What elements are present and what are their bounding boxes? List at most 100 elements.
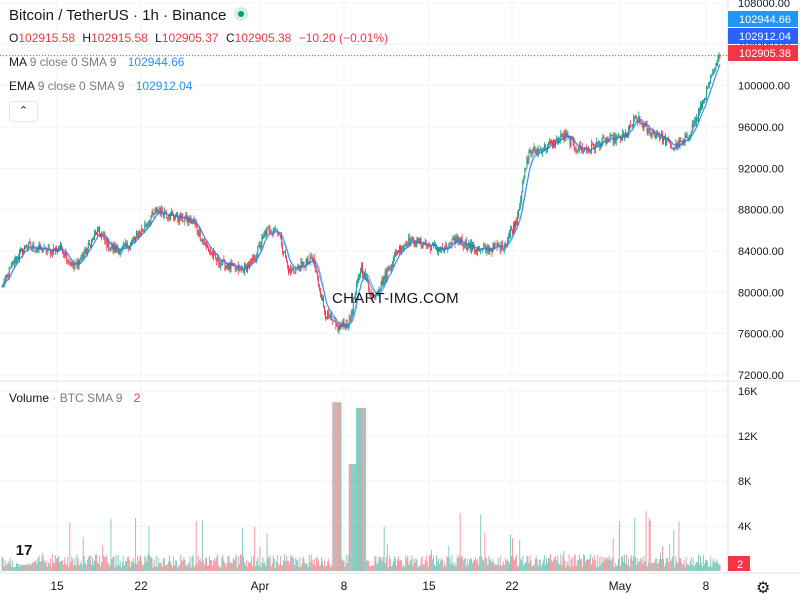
collapse-legend-button[interactable]: ⌃	[9, 101, 38, 122]
candle-body	[691, 124, 693, 133]
candle-body	[440, 249, 441, 251]
candle-body	[194, 223, 196, 224]
candle-body	[169, 217, 170, 219]
volume-bar	[543, 555, 545, 571]
candle-body	[128, 246, 130, 250]
volume-bar	[590, 554, 592, 571]
volume-bar	[85, 565, 87, 571]
chevron-up-icon: ⌃	[18, 105, 29, 117]
volume-bar	[479, 555, 481, 571]
volume-bar	[326, 565, 328, 571]
candle-body	[61, 244, 62, 249]
candle-body	[565, 133, 567, 138]
candle-body	[552, 140, 553, 147]
volume-bar	[194, 564, 196, 571]
candle-body	[56, 247, 57, 252]
candle-body	[81, 254, 83, 258]
volume-bar	[289, 563, 291, 571]
volume-bar	[516, 554, 518, 571]
candle-body	[144, 224, 146, 230]
candle-body	[380, 285, 382, 290]
volume-bar	[706, 560, 708, 571]
ema-legend[interactable]: EMA 9 close 0 SMA 9 102912.04	[9, 79, 192, 93]
volume-bar	[327, 561, 329, 571]
volume-bar	[664, 566, 666, 571]
volume-bar	[40, 561, 42, 571]
candle-body	[83, 253, 85, 257]
volume-bar	[190, 567, 192, 571]
volume-legend[interactable]: Volume · BTC SMA 9 2	[9, 391, 140, 405]
candle-body	[556, 137, 558, 140]
candle-body	[644, 123, 646, 125]
volume-bar	[462, 560, 464, 571]
volume-bar	[559, 564, 561, 571]
candle-body	[276, 228, 278, 233]
candle-body	[8, 268, 10, 277]
candle-body	[171, 212, 172, 214]
volume-bar	[682, 564, 684, 571]
candle-body	[294, 271, 296, 273]
volume-bar	[78, 564, 80, 571]
volume-bar	[244, 562, 245, 571]
volume-bar	[290, 554, 292, 571]
volume-bar	[4, 560, 6, 571]
candle-body	[154, 209, 156, 215]
volume-bar	[471, 559, 472, 571]
candle-body	[529, 150, 531, 153]
volume-bar	[292, 556, 294, 571]
candle-body	[630, 124, 632, 126]
volume-bar	[657, 562, 659, 571]
candle-body	[38, 244, 40, 249]
candle-body	[325, 312, 326, 319]
volume-bar	[61, 560, 63, 571]
volume-bar	[159, 563, 161, 571]
volume-bar	[666, 558, 668, 571]
candle-body	[96, 232, 97, 235]
candle-body	[682, 140, 684, 143]
candle-body	[234, 265, 236, 269]
volume-bar	[461, 555, 463, 571]
candle-body	[63, 253, 65, 255]
candle-body	[359, 274, 360, 277]
volume-bar	[39, 561, 41, 571]
candle-body	[199, 230, 201, 240]
volume-bar	[567, 564, 569, 571]
volume-bar	[43, 560, 45, 571]
price-badge	[728, 28, 798, 44]
volume-bar	[132, 561, 133, 571]
candle-body	[386, 270, 388, 279]
candle-body	[497, 244, 499, 248]
tradingview-logo[interactable]: 17	[8, 537, 40, 565]
candle-body	[607, 139, 609, 141]
candle-body	[399, 246, 400, 253]
volume-bar	[11, 554, 13, 571]
volume-bar	[368, 560, 370, 571]
volume-bar	[88, 555, 90, 571]
candle-body	[219, 264, 221, 267]
price-tick-label: 96000.00	[738, 122, 784, 134]
candle-body	[452, 238, 454, 240]
candle-body	[323, 297, 324, 306]
candle-body	[282, 246, 283, 252]
candle-body	[108, 241, 110, 251]
volume-bar	[44, 562, 46, 571]
volume-bar	[34, 560, 36, 571]
candle-body	[17, 257, 18, 260]
candle-body	[356, 280, 358, 284]
symbol-title[interactable]: Bitcoin / TetherUS · 1h · Binance	[9, 7, 227, 24]
volume-bar	[649, 520, 651, 571]
candle-body	[112, 245, 114, 251]
volume-bar	[446, 555, 448, 571]
candle-body	[624, 135, 625, 137]
volume-bar	[75, 565, 77, 571]
ema-label: EMA	[9, 79, 35, 93]
ma-legend[interactable]: MA 9 close 0 SMA 9 102944.66	[9, 55, 184, 69]
gear-icon[interactable]: ⚙	[756, 580, 771, 597]
candle-body	[5, 275, 7, 277]
candle-body	[510, 229, 511, 235]
volume-bar	[410, 559, 412, 571]
volume-bar	[635, 557, 637, 571]
candle-body	[121, 246, 123, 248]
volume-bar	[494, 565, 496, 571]
